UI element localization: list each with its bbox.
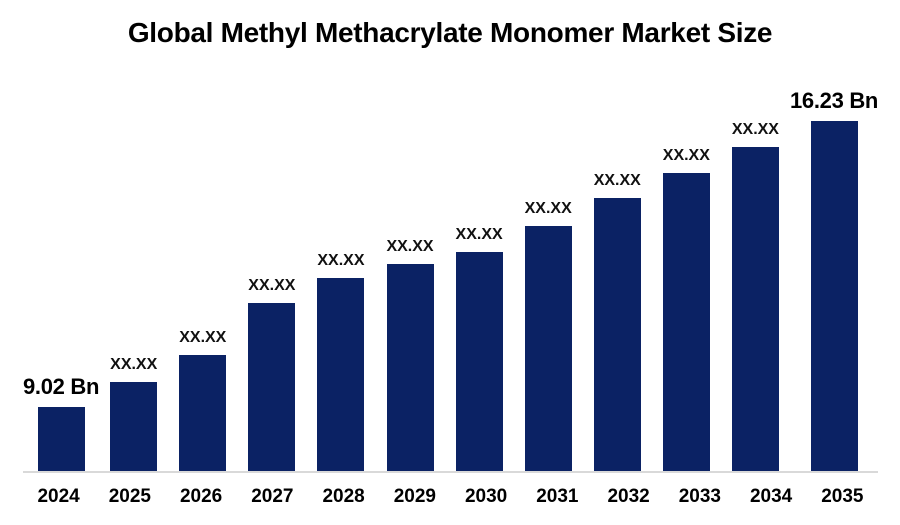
bar-2034	[731, 147, 779, 472]
bar-value-label-2032: XX.XX	[593, 172, 641, 189]
bar-column-2035: 16.23 Bn	[790, 80, 878, 472]
bar-value-label-2033: XX.XX	[662, 147, 710, 164]
bar-column-2032: XX.XX	[583, 80, 652, 472]
bar-2035	[810, 121, 858, 472]
x-axis-labels: 2024 2025 2026 2027 2028 2029 2030 2031 2032 2033…	[23, 486, 878, 508]
bar-2033	[662, 173, 710, 472]
bar-value-label-2027: XX.XX	[248, 277, 296, 294]
bar-column-2026: XX.XX	[168, 80, 237, 472]
bar-column-2031: XX.XX	[514, 80, 583, 472]
x-axis-label-2030: 2030	[464, 486, 508, 507]
bar-2031	[524, 226, 572, 472]
x-axis-label-2031: 2031	[536, 486, 579, 507]
bar-column-2025: XX.XX	[99, 80, 168, 472]
bar-value-label-2028: XX.XX	[317, 252, 365, 269]
x-axis-label-2026: 2026	[179, 486, 223, 507]
x-axis-label-2029: 2029	[393, 486, 437, 507]
bar-column-2033: XX.XX	[652, 80, 721, 472]
bar-2030	[455, 252, 503, 472]
bar-value-label-2025: XX.XX	[110, 356, 158, 373]
bar-column-2030: XX.XX	[445, 80, 514, 472]
bar-value-label-2035: 16.23 Bn	[789, 88, 879, 113]
x-axis-label-2033: 2033	[678, 486, 722, 507]
x-axis-label-2028: 2028	[322, 486, 365, 507]
x-axis-label-2032: 2032	[607, 486, 650, 507]
plot-area: 9.02 Bn XX.XX XX.XX XX.XX XX.XX XX.XX XX.XX XX.…	[23, 80, 878, 472]
x-axis-line	[23, 471, 878, 473]
bar-value-label-2029: XX.XX	[386, 238, 434, 255]
bar-value-label-2024: 9.02 Bn	[23, 374, 100, 399]
bar-column-2028: XX.XX	[306, 80, 375, 472]
bar-column-2027: XX.XX	[237, 80, 306, 472]
x-axis-label-2024: 2024	[37, 486, 80, 507]
bar-2027	[248, 303, 296, 472]
bar-2029	[386, 264, 434, 472]
bar-2032	[593, 198, 641, 472]
chart-title: Global Methyl Methacrylate Monomer Marke…	[127, 17, 773, 48]
bar-value-label-2026: XX.XX	[179, 329, 227, 346]
x-axis-label-2034: 2034	[749, 486, 793, 507]
bar-column-2034: XX.XX	[721, 80, 790, 472]
bar-2028	[317, 278, 365, 472]
bar-2024	[37, 407, 85, 472]
x-axis-label-2027: 2027	[251, 486, 294, 507]
bar-column-2029: XX.XX	[375, 80, 444, 472]
bar-column-2024: 9.02 Bn	[23, 80, 99, 472]
bar-value-label-2031: XX.XX	[524, 200, 572, 217]
bar-value-label-2030: XX.XX	[455, 226, 503, 243]
bar-2026	[179, 355, 227, 472]
x-axis-label-2035: 2035	[821, 486, 864, 507]
bar-2025	[110, 382, 158, 472]
bar-value-label-2034: XX.XX	[731, 121, 779, 138]
x-axis-label-2025: 2025	[108, 486, 152, 507]
